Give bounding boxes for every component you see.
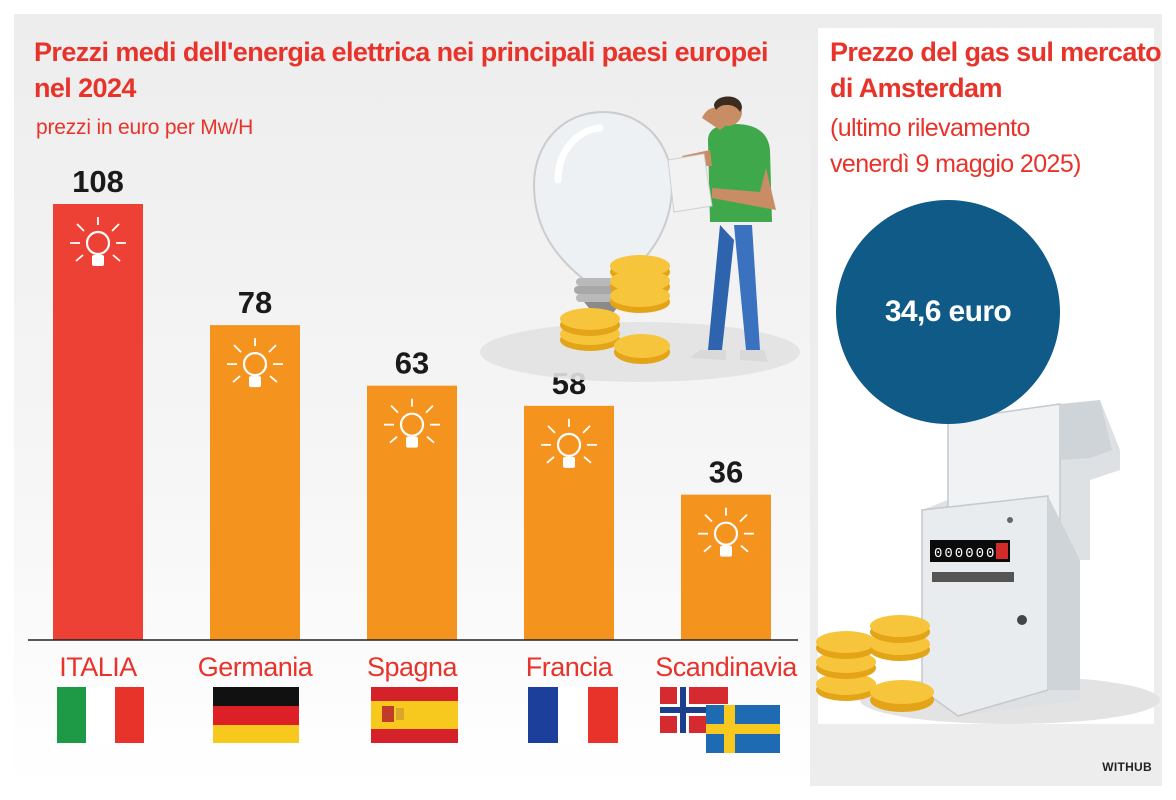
lightbulb-icon — [384, 398, 440, 448]
coin-stack-icon — [560, 255, 670, 364]
lightbulb-icon — [227, 338, 283, 388]
bar-value-label: 36 — [709, 455, 743, 490]
flag-italy-icon — [57, 687, 144, 743]
category-label: Spagna — [367, 652, 459, 682]
chart-title-line2: nel 2024 — [34, 73, 136, 103]
bar-value-label: 78 — [238, 285, 272, 320]
gas-subtitle-line1: (ultimo rilevamento — [830, 114, 1030, 142]
gas-subtitle-line2: venerdì 9 maggio 2025) — [830, 150, 1081, 178]
chart-subtitle: prezzi in euro per Mw/H — [36, 116, 254, 139]
gas-price-circle: 34,6 euro — [836, 200, 1060, 424]
category-label: Scandinavia — [655, 652, 798, 682]
gas-price-value: 34,6 euro — [884, 295, 1012, 328]
bar-value-label: 108 — [72, 164, 124, 199]
lightbulb-icon — [541, 418, 597, 468]
coin-stack-icon — [816, 615, 934, 712]
flag-germany-icon — [213, 687, 299, 743]
lightbulb-icon — [70, 217, 126, 266]
bar-spagna — [367, 385, 457, 640]
bar-scandinavia — [681, 494, 771, 640]
bar-germania — [210, 325, 300, 640]
credit-label: WITHUB — [1102, 760, 1152, 774]
meter-digits: 000000 — [934, 546, 996, 562]
flag-spain-icon — [371, 687, 458, 743]
category-label: ITALIA — [59, 652, 137, 682]
worried-person-icon — [667, 96, 776, 362]
illustration-meter: 000000 — [816, 400, 1160, 724]
gas-title-line1: Prezzo del gas sul mercato — [830, 37, 1162, 67]
bar-francia — [524, 405, 614, 640]
bar-italia — [53, 204, 143, 640]
flag-sweden-icon — [706, 705, 780, 753]
lightbulb-icon — [698, 507, 754, 557]
flag-france-icon — [528, 687, 618, 743]
category-label: Francia — [526, 652, 614, 682]
category-label: Germania — [198, 652, 314, 682]
chart-title-line1: Prezzi medi dell'energia elettrica nei p… — [34, 37, 768, 67]
illustration-bulb-person — [480, 96, 800, 382]
gas-title-line2: di Amsterdam — [830, 73, 1002, 103]
bar-value-label: 63 — [395, 346, 429, 381]
